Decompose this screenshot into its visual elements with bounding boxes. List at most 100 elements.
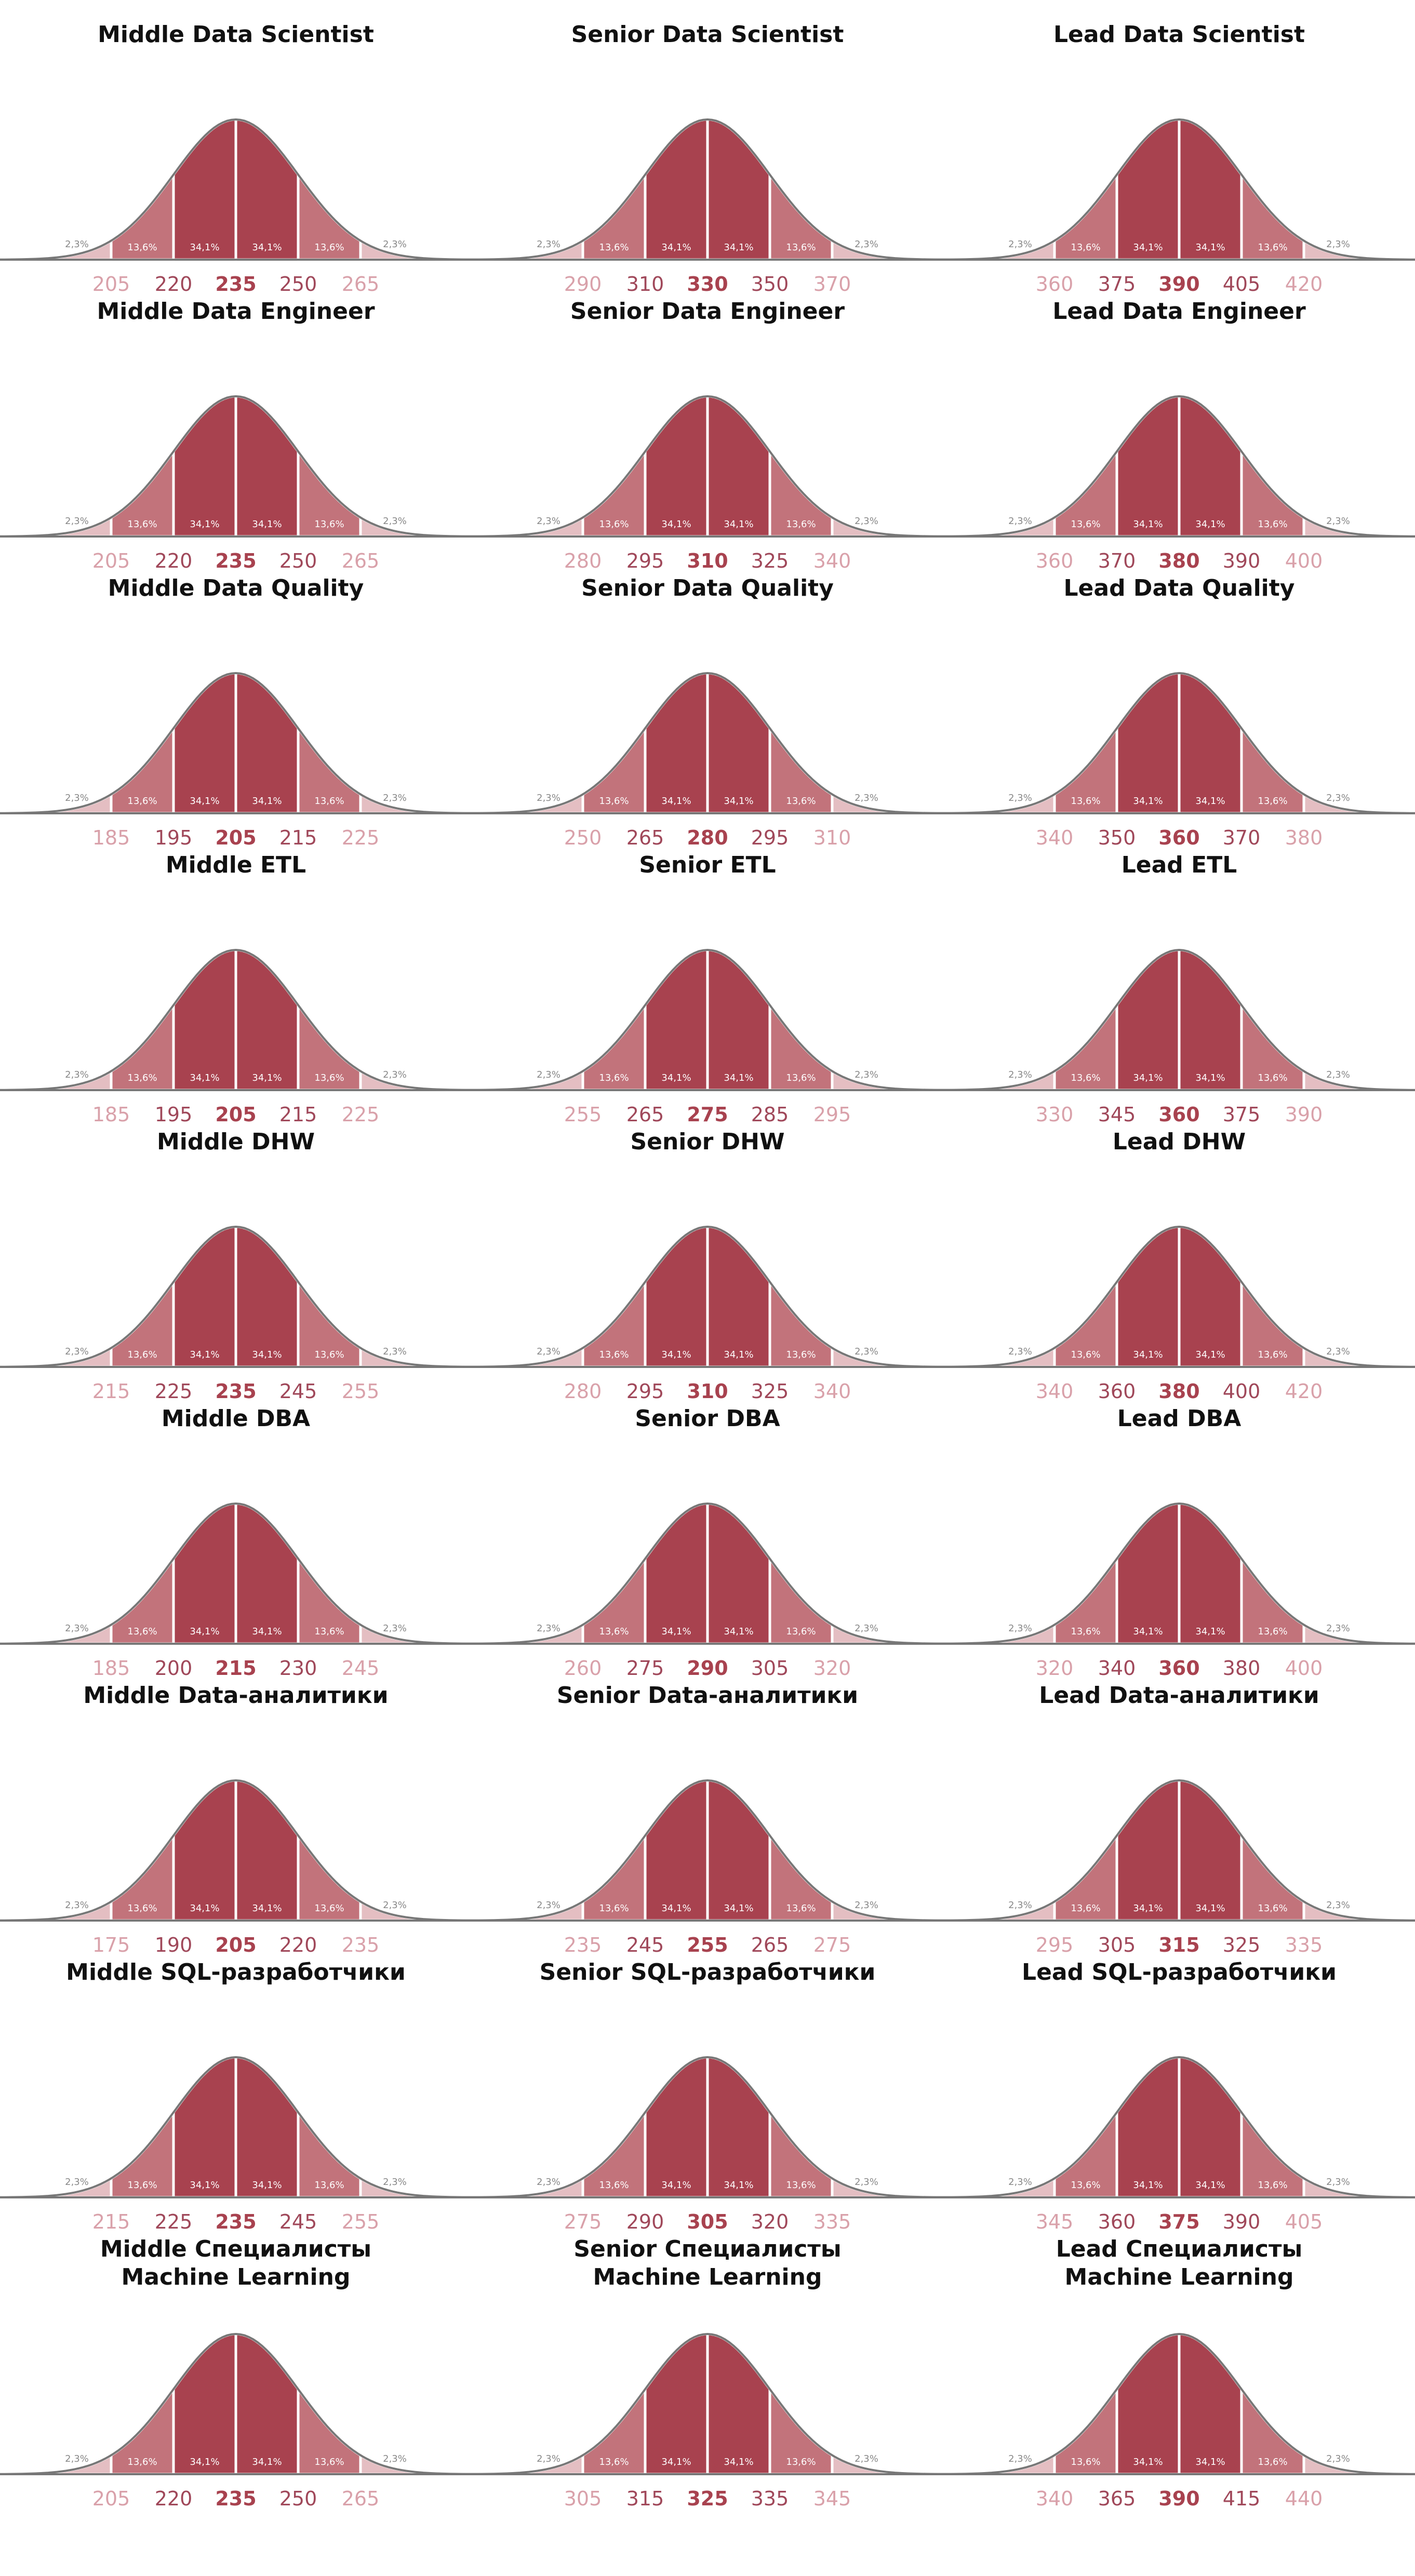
percent-label: 2,3% xyxy=(855,2177,878,2188)
percent-label: 13,6% xyxy=(1258,242,1287,253)
percent-label: 13,6% xyxy=(127,796,157,807)
value-label: 195 xyxy=(155,826,193,849)
curve-outline xyxy=(0,395,498,538)
value-label: 280 xyxy=(564,1380,602,1403)
value-label: 265 xyxy=(342,2487,380,2510)
percent-label: 34,1% xyxy=(252,242,282,253)
percent-label: 34,1% xyxy=(724,2180,753,2191)
chart-title-level: Senior xyxy=(581,575,664,601)
chart-panel: Middle Data Scientist 2,3% 13,6% 34,1% 34,1%… xyxy=(0,21,498,298)
percent-label: 13,6% xyxy=(1258,796,1287,807)
percent-label: 34,1% xyxy=(661,519,691,530)
bell-curve-chart: 2,3% 13,6% 34,1% 34,1% 13,6% 2,3% 305 315 325 335… xyxy=(445,2332,970,2510)
value-label: 315 xyxy=(1158,1934,1199,1956)
value-label: 235 xyxy=(215,273,256,296)
value-label: 225 xyxy=(342,826,380,849)
percent-label: 13,6% xyxy=(786,2180,816,2191)
value-label: 215 xyxy=(92,2210,130,2233)
percent-label: 2,3% xyxy=(65,1346,89,1357)
percent-label: 13,6% xyxy=(127,519,157,530)
chart-title: Lead Data Scientist xyxy=(954,21,1405,49)
chart-title: Senior Data Engineer xyxy=(482,298,933,326)
percent-label: 2,3% xyxy=(383,793,407,803)
percent-label: 2,3% xyxy=(1326,239,1350,250)
chart-panel: Senior Data-аналитики 2,3% 13,6% 34,1% 34,1%… xyxy=(445,1682,970,1958)
percent-label: 2,3% xyxy=(383,2177,407,2188)
percent-label: 34,1% xyxy=(661,1903,691,1914)
chart-panel: Lead SQL-разработчики 2,3% 13,6% 34,1% 34,1%… xyxy=(917,1958,1415,2235)
value-label: 280 xyxy=(687,826,728,849)
band-3 xyxy=(706,118,771,261)
chart-panel: Middle Data Quality 2,3% 13,6% 34,1% 34,1% 13… xyxy=(0,574,498,851)
percent-label: 13,6% xyxy=(314,1626,344,1637)
chart-title: Lead Data-аналитики xyxy=(954,1682,1405,1710)
percent-label: 2,3% xyxy=(1008,2453,1032,2464)
band-3 xyxy=(706,2332,771,2476)
bell-curve-chart: 2,3% 13,6% 34,1% 34,1% 13,6% 2,3% 205 220 235 250… xyxy=(0,395,498,572)
percent-label: 2,3% xyxy=(383,1623,407,1634)
chart-panel: Lead Data Engineer 2,3% 13,6% 34,1% 34,1% 13,… xyxy=(917,298,1415,574)
value-label: 265 xyxy=(626,1103,664,1126)
percent-label: 13,6% xyxy=(786,796,816,807)
value-label: 380 xyxy=(1158,1380,1199,1403)
curve-outline xyxy=(0,2056,498,2198)
chart-title-level: Senior xyxy=(639,852,723,878)
value-label: 325 xyxy=(687,2487,728,2510)
bell-curve-chart: 2,3% 13,6% 34,1% 34,1% 13,6% 2,3% 360 375 390 405… xyxy=(917,118,1415,296)
percent-label: 13,6% xyxy=(1071,1072,1100,1083)
chart-title-level: Senior xyxy=(571,21,655,48)
chart-title-level: Lead xyxy=(1053,21,1116,48)
percent-label: 13,6% xyxy=(786,1903,816,1914)
curve-outline xyxy=(445,118,970,261)
percent-label: 34,1% xyxy=(1195,242,1225,253)
chart-title-role: Data Scientist xyxy=(662,21,844,48)
band-3 xyxy=(1178,1502,1243,1645)
percent-label: 13,6% xyxy=(786,2457,816,2467)
curve-outline xyxy=(917,1779,1415,1922)
chart-title-level: Senior xyxy=(570,298,653,325)
value-label: 255 xyxy=(342,2210,380,2233)
band-3 xyxy=(706,948,771,1092)
chart-title: Middle Data-аналитики xyxy=(10,1682,461,1710)
chart-title-role: ETL xyxy=(730,852,776,878)
percent-label: 2,3% xyxy=(537,1346,560,1357)
value-label: 360 xyxy=(1158,1657,1199,1680)
percent-label: 34,1% xyxy=(252,2180,282,2191)
percent-label: 2,3% xyxy=(1008,793,1032,803)
value-label: 285 xyxy=(751,1103,789,1126)
percent-label: 34,1% xyxy=(1133,1349,1163,1360)
value-label: 340 xyxy=(813,1380,851,1403)
value-label: 235 xyxy=(215,2210,256,2233)
curve-outline xyxy=(917,395,1415,538)
chart-title-role: Специалисты Machine Learning xyxy=(121,2236,372,2290)
chart-panel: Lead Data Scientist 2,3% 13,6% 34,1% 34,1% 13… xyxy=(917,21,1415,298)
percent-label: 2,3% xyxy=(65,1069,89,1080)
bell-curve-chart: 2,3% 13,6% 34,1% 34,1% 13,6% 2,3% 215 225 235 245… xyxy=(0,2056,498,2233)
band-2 xyxy=(172,118,237,261)
percent-label: 13,6% xyxy=(1258,1072,1287,1083)
bell-curve-chart: 2,3% 13,6% 34,1% 34,1% 13,6% 2,3% 340 360 380 400… xyxy=(917,1225,1415,1403)
percent-label: 34,1% xyxy=(661,2457,691,2467)
percent-label: 34,1% xyxy=(1133,1626,1163,1637)
band-2 xyxy=(644,395,709,538)
band-3 xyxy=(234,118,300,261)
chart-panel: Lead Специалисты Machine Learning 2,3% 13,… xyxy=(917,2235,1415,2512)
value-label: 215 xyxy=(215,1657,256,1680)
bell-curve-chart: 2,3% 13,6% 34,1% 34,1% 13,6% 2,3% 345 360 375 390… xyxy=(917,2056,1415,2233)
percent-label: 34,1% xyxy=(661,2180,691,2191)
chart-title-role: DBA xyxy=(256,1405,311,1432)
percent-label: 2,3% xyxy=(1008,239,1032,250)
chart-title: Senior DHW xyxy=(482,1128,933,1156)
percent-label: 13,6% xyxy=(127,1903,157,1914)
band-3 xyxy=(234,1502,300,1645)
band-2 xyxy=(1115,118,1181,261)
chart-title-role: SQL-разработчики xyxy=(1091,1959,1337,1985)
band-3 xyxy=(234,2332,300,2476)
percent-label: 34,1% xyxy=(724,519,753,530)
chart-title: Middle Data Engineer xyxy=(10,298,461,326)
value-label: 340 xyxy=(813,549,851,572)
chart-title-role: Data Engineer xyxy=(191,298,375,325)
chart-title-level: Senior xyxy=(556,1682,640,1709)
band-2 xyxy=(644,948,709,1092)
band-2 xyxy=(172,2056,237,2199)
